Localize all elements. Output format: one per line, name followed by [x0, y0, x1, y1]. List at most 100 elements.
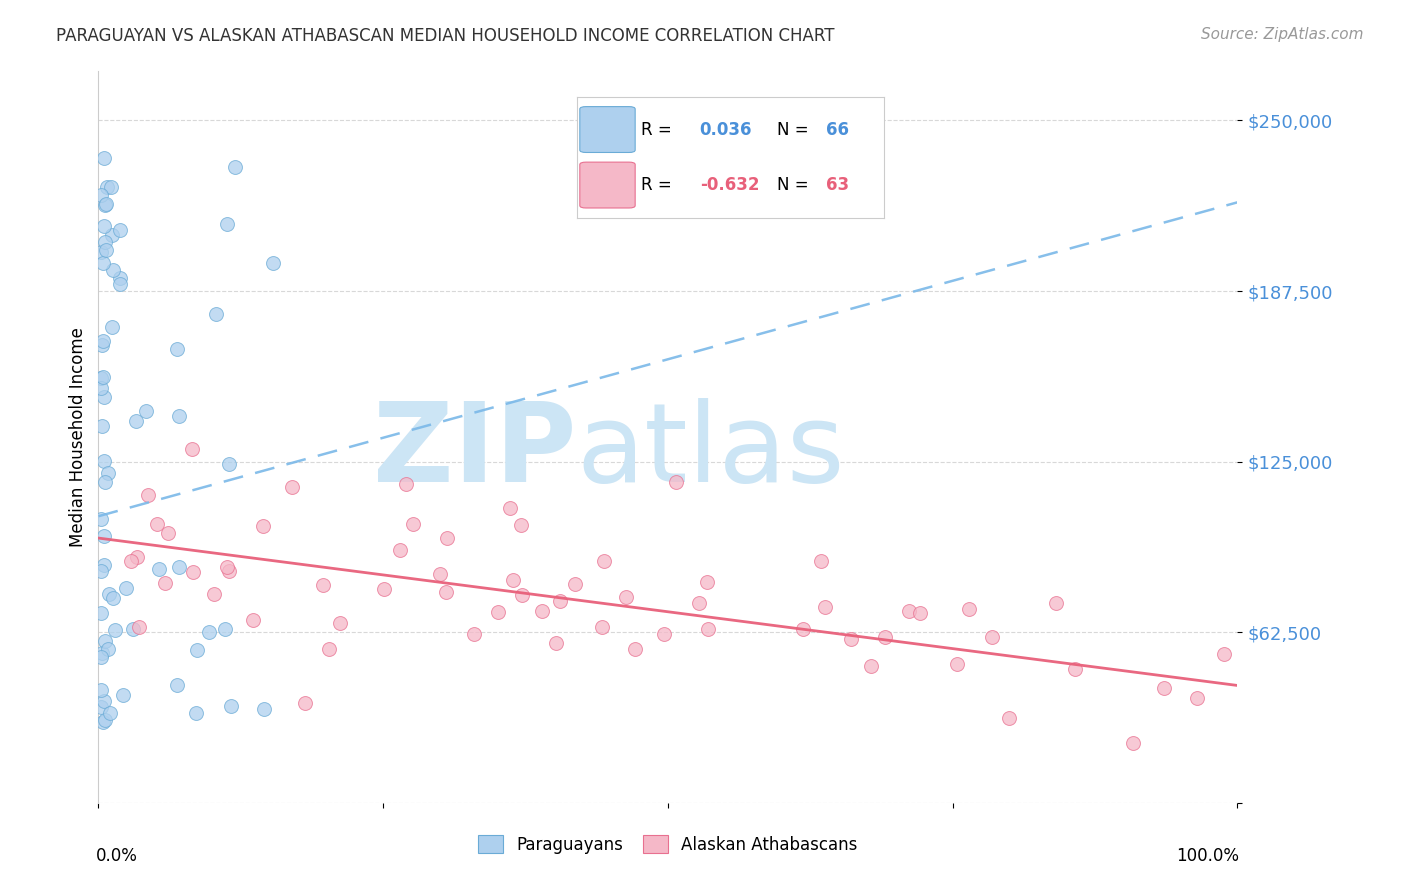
Point: [696, 575, 718, 590]
Point: [148, 562, 170, 576]
Point: [96, 244, 118, 258]
Text: atlas: atlas: [576, 398, 845, 505]
Point: [593, 554, 616, 568]
Point: [97, 467, 120, 481]
Point: [90, 650, 112, 665]
Point: [90, 371, 112, 385]
Point: [90, 606, 112, 620]
Text: 100.0%: 100.0%: [1177, 847, 1240, 864]
Point: [546, 636, 568, 650]
Point: [792, 622, 814, 636]
Point: [93, 454, 115, 468]
Point: [214, 622, 236, 636]
Point: [1213, 647, 1236, 661]
Point: [373, 582, 395, 596]
Point: [114, 581, 136, 595]
Point: [312, 578, 335, 592]
Point: [90, 338, 112, 352]
Point: [186, 643, 208, 657]
Point: [110, 271, 132, 285]
Point: [90, 646, 112, 660]
Point: [624, 641, 647, 656]
Point: [94, 714, 117, 728]
Point: [434, 585, 457, 599]
Point: [91, 370, 114, 384]
Point: [120, 554, 142, 568]
Point: [395, 476, 418, 491]
Point: [100, 320, 122, 334]
Y-axis label: Median Household Income: Median Household Income: [69, 327, 87, 547]
Point: [814, 600, 837, 615]
Point: [531, 604, 554, 618]
Point: [839, 632, 862, 646]
Point: [389, 543, 412, 558]
Point: [125, 549, 148, 564]
Point: [90, 512, 112, 526]
Point: [101, 228, 124, 243]
Point: [181, 442, 204, 456]
Point: [981, 630, 1004, 644]
Point: [910, 607, 932, 621]
Point: [215, 217, 238, 231]
Point: [665, 475, 688, 490]
Point: [318, 642, 340, 657]
Point: [510, 589, 533, 603]
Point: [502, 573, 524, 587]
Point: [197, 624, 219, 639]
Point: [153, 575, 176, 590]
Point: [509, 518, 531, 533]
Point: [167, 560, 190, 574]
Point: [93, 151, 115, 165]
Point: [898, 604, 921, 618]
Point: [262, 256, 284, 270]
Point: [957, 602, 980, 616]
Point: [873, 630, 896, 644]
Point: [145, 516, 167, 531]
Point: [111, 688, 134, 702]
Point: [91, 256, 114, 270]
Point: [1064, 662, 1087, 676]
Text: ZIP: ZIP: [374, 398, 576, 505]
Point: [860, 658, 883, 673]
Point: [654, 627, 676, 641]
Point: [205, 307, 228, 321]
Point: [218, 565, 240, 579]
Point: [253, 702, 276, 716]
Text: Source: ZipAtlas.com: Source: ZipAtlas.com: [1201, 27, 1364, 42]
Point: [429, 566, 451, 581]
Point: [93, 219, 115, 234]
Point: [103, 591, 125, 605]
Point: [94, 475, 117, 489]
Point: [166, 678, 188, 692]
Point: [436, 531, 458, 545]
Point: [97, 587, 120, 601]
Point: [486, 605, 509, 619]
Point: [1045, 596, 1067, 610]
Point: [94, 197, 117, 211]
Text: PARAGUAYAN VS ALASKAN ATHABASCAN MEDIAN HOUSEHOLD INCOME CORRELATION CHART: PARAGUAYAN VS ALASKAN ATHABASCAN MEDIAN …: [56, 27, 835, 45]
Point: [224, 161, 246, 175]
Point: [688, 596, 710, 610]
Point: [242, 613, 264, 627]
Point: [183, 565, 205, 579]
Legend: Paraguayans, Alaskan Athabascans: Paraguayans, Alaskan Athabascans: [471, 829, 865, 860]
Text: 0.0%: 0.0%: [96, 847, 138, 864]
Point: [90, 381, 112, 395]
Point: [591, 620, 613, 634]
Point: [156, 525, 179, 540]
Point: [91, 418, 114, 433]
Point: [93, 558, 115, 572]
Point: [548, 594, 571, 608]
Point: [138, 488, 160, 502]
Point: [90, 244, 112, 259]
Point: [280, 480, 302, 494]
Point: [93, 529, 115, 543]
Point: [218, 457, 240, 471]
Point: [1153, 681, 1175, 696]
Point: [96, 179, 118, 194]
Point: [463, 626, 485, 640]
Point: [1122, 736, 1144, 750]
Point: [135, 404, 157, 418]
Point: [91, 334, 114, 348]
Point: [186, 706, 208, 720]
